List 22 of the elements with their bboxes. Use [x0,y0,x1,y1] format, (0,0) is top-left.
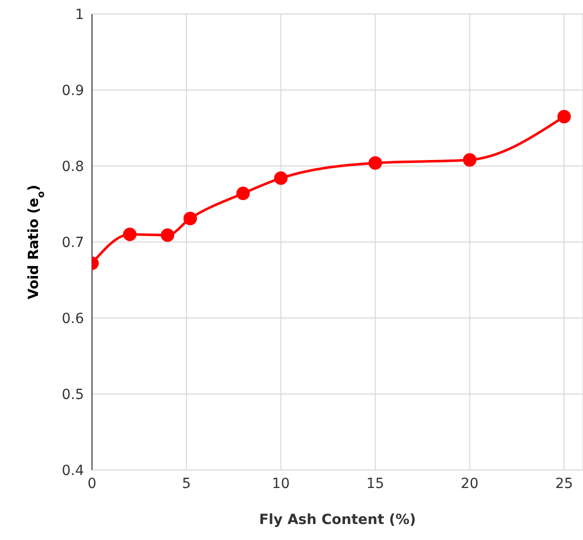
point [462,153,476,167]
point [123,228,137,242]
point [557,110,571,124]
y-tick-label: 0.8 [62,158,84,175]
x-tick-label: 5 [182,476,191,492]
x-tick-label: 15 [366,476,384,492]
point [274,171,288,185]
point [160,228,174,242]
y-tick-label: 1 [75,6,84,23]
x-axis-title: Fly Ash Content (%) [259,512,416,528]
x-tick-label: 20 [460,476,479,492]
point [368,156,382,170]
point [236,186,250,200]
y-tick-label: 0.7 [62,234,84,251]
x-tick-label: 10 [272,476,290,492]
y-tick-label: 0.9 [62,82,84,99]
x-tick-label: 25 [555,476,574,492]
point [183,212,197,226]
y-tick-label: 0.4 [62,462,84,479]
y-tick-label: 0.5 [62,386,84,403]
x-tick-label: 0 [88,476,96,492]
y-tick-label: 0.6 [62,310,84,327]
